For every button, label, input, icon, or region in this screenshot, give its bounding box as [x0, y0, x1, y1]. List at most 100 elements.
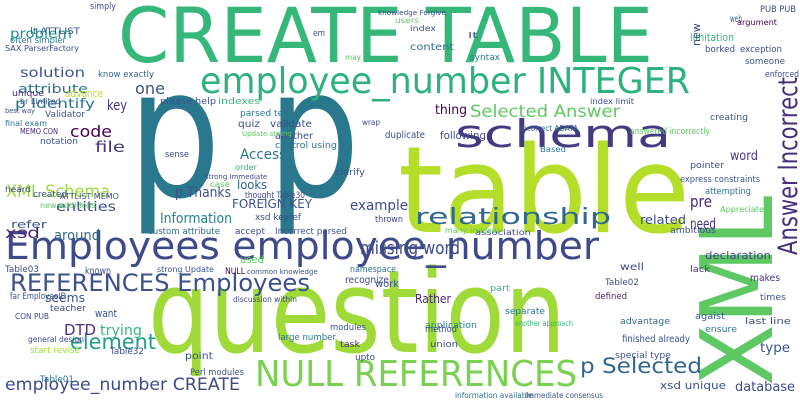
cloud-word: validate	[270, 119, 312, 130]
cloud-word: part	[490, 284, 510, 294]
cloud-word: p p	[128, 30, 360, 239]
cloud-word: CON PUB	[15, 312, 49, 321]
cloud-word: XML Schema	[6, 182, 110, 202]
cloud-word: another approach	[515, 319, 573, 328]
cloud-word: Access	[240, 147, 286, 163]
cloud-word: well	[620, 262, 644, 273]
cloud-word: association	[475, 228, 531, 237]
cloud-word: p Identify	[15, 97, 95, 112]
cloud-word: parsed text	[240, 109, 292, 119]
cloud-word: custom attribute	[148, 227, 220, 237]
cloud-word: seems	[45, 291, 85, 305]
cloud-word: thought Table30	[245, 191, 305, 201]
cloud-word: want	[95, 307, 118, 320]
cloud-word: Table32	[109, 347, 144, 357]
cloud-word: created	[33, 190, 67, 200]
cloud-word: DTD	[64, 321, 96, 339]
cloud-word: agaist	[695, 312, 726, 322]
cloud-word: need	[690, 215, 716, 233]
cloud-word: knowledge Forgive	[378, 9, 446, 17]
cloud-word: task	[340, 340, 361, 350]
cloud-word: someone	[745, 57, 785, 67]
cloud-word: following	[440, 129, 486, 142]
cloud-word: argument	[737, 18, 777, 27]
cloud-word: key	[107, 98, 127, 114]
cloud-word: final exam	[5, 119, 47, 128]
cloud-word: point	[185, 351, 213, 362]
cloud-word: application	[425, 321, 477, 331]
cloud-word: code	[70, 122, 112, 141]
cloud-word: notation	[40, 137, 78, 147]
cloud-word: union	[430, 340, 458, 350]
cloud-word: ATTLIST MEMO	[60, 192, 119, 201]
cloud-word: br Limited	[20, 97, 61, 106]
cloud-word: related	[640, 213, 686, 227]
cloud-word: duplicate	[385, 130, 425, 141]
cloud-word: case	[210, 180, 230, 189]
cloud-word: thing	[435, 103, 467, 118]
cloud-word: question	[148, 246, 566, 380]
cloud-word: Incorrect ADATA	[520, 124, 578, 133]
cloud-word: index limit	[590, 97, 634, 106]
cloud-word: content	[410, 42, 454, 53]
cloud-word: times	[760, 293, 786, 303]
cloud-word: Answer Incorrect	[773, 77, 800, 255]
cloud-word: Immediate consensus	[525, 391, 603, 400]
cloud-word: trying	[100, 323, 142, 339]
cloud-word: used	[240, 253, 264, 266]
cloud-word: REFERENCES Employees	[10, 269, 310, 297]
cloud-word: element	[70, 330, 156, 354]
cloud-word: borked	[705, 45, 735, 55]
cloud-word: employee_number INTEGER	[200, 61, 690, 102]
cloud-word: limitation	[690, 31, 734, 44]
cloud-word: many indexes	[445, 226, 501, 235]
cloud-word: declaration	[705, 249, 771, 262]
cloud-word: indexes	[218, 97, 260, 107]
cloud-word: Incorrect parsed	[275, 227, 347, 237]
cloud-word: enforced	[765, 70, 799, 80]
cloud-word: Table02	[604, 278, 639, 288]
cloud-word: often simpler	[10, 36, 66, 46]
cloud-word: express constraints	[680, 175, 760, 185]
cloud-word: wrap	[362, 118, 380, 127]
cloud-word: one	[135, 79, 165, 98]
cloud-word: missing word	[360, 238, 460, 259]
cloud-word: solution	[20, 66, 85, 81]
cloud-word: refer	[11, 218, 48, 231]
cloud-word: recognize	[345, 275, 389, 286]
cloud-word: common knowledge	[247, 268, 318, 276]
cloud-word: Appreciate	[720, 205, 764, 214]
cloud-word: heard	[5, 185, 31, 194]
cloud-word: pre	[690, 192, 712, 211]
cloud-word: lt	[468, 31, 478, 40]
cloud-word: Based	[540, 145, 566, 154]
cloud-word: example	[350, 198, 408, 214]
cloud-word: CREATE TABLE	[118, 0, 653, 80]
cloud-word: lt ATTLIST	[30, 27, 81, 37]
cloud-word: table	[398, 122, 690, 261]
cloud-word: word	[730, 149, 758, 164]
cloud-word: defined	[595, 292, 627, 302]
cloud-word: Table01	[39, 375, 74, 385]
cloud-word: users	[395, 16, 419, 25]
cloud-word: attribute	[18, 82, 88, 96]
cloud-word: last line	[745, 317, 792, 327]
cloud-word: FOREIGN KEY	[232, 197, 313, 211]
cloud-word: large number	[278, 333, 336, 343]
cloud-word: exception	[740, 45, 782, 55]
cloud-word: strong Update	[157, 265, 214, 274]
cloud-word: web	[730, 14, 742, 25]
cloud-word: PUB PUB	[760, 5, 796, 15]
cloud-word: simply	[90, 2, 117, 12]
cloud-word: accept	[235, 227, 265, 237]
cloud-word: attempting	[705, 187, 751, 197]
cloud-word: control using	[275, 141, 337, 151]
cloud-word: schema	[455, 112, 671, 156]
cloud-word: method	[425, 325, 457, 335]
cloud-word: lack	[690, 265, 711, 275]
cloud-word: special type	[615, 351, 671, 361]
cloud-word: thrown	[375, 215, 403, 225]
cloud-word: pointer	[690, 161, 724, 171]
